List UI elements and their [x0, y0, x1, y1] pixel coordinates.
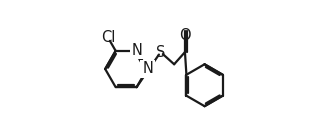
Text: N: N — [142, 62, 153, 76]
Text: N: N — [132, 43, 143, 58]
Text: Cl: Cl — [101, 30, 115, 45]
Text: N: N — [142, 62, 154, 76]
Text: N: N — [131, 43, 143, 58]
Text: S: S — [156, 45, 165, 60]
Text: O: O — [179, 28, 191, 43]
